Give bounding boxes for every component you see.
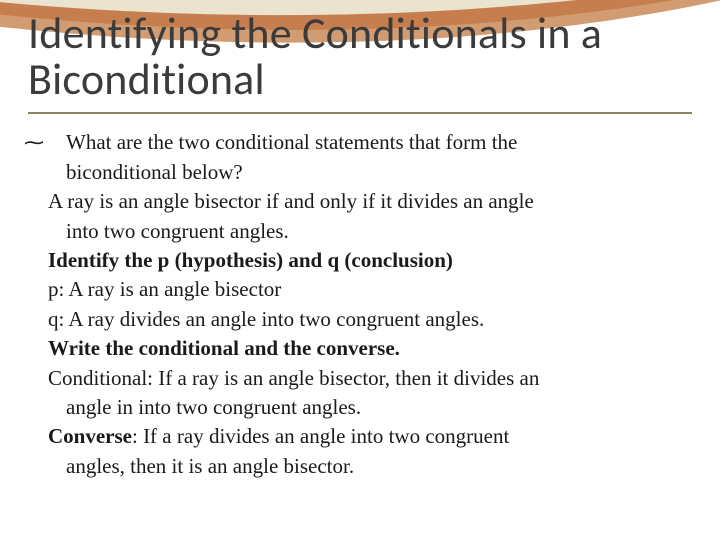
body-text: What are the two conditional statements …: [66, 130, 517, 154]
body-line: A ray is an angle bisector if and only i…: [48, 187, 692, 216]
body-line: ⁓What are the two conditional statements…: [48, 128, 692, 157]
body-text-bold: Converse: [48, 424, 132, 448]
body-text: : If a ray divides an angle into two con…: [132, 424, 509, 448]
indent-spacer: [48, 394, 66, 422]
body-line: biconditional below?: [48, 158, 692, 187]
body-line: Write the conditional and the converse.: [48, 334, 692, 363]
slide-title: Identifying the Conditionals in a Bicond…: [0, 0, 720, 108]
body-line: Converse: If a ray divides an angle into…: [48, 422, 692, 451]
body-line: Identify the p (hypothesis) and q (concl…: [48, 246, 692, 275]
body-text-bold: Identify the p (hypothesis) and q (concl…: [48, 248, 453, 272]
body-line: angle in into two congruent angles.: [48, 393, 692, 422]
body-line: q: A ray divides an angle into two congr…: [48, 305, 692, 334]
slide-body: ⁓What are the two conditional statements…: [0, 128, 720, 481]
body-line: p: A ray is an angle bisector: [48, 275, 692, 304]
body-text: angle in into two congruent angles.: [66, 395, 361, 419]
body-text: biconditional below?: [66, 160, 243, 184]
body-line: into two congruent angles.: [48, 217, 692, 246]
indent-spacer: [48, 453, 66, 481]
body-text: into two congruent angles.: [66, 219, 289, 243]
bullet-icon: ⁓: [48, 129, 66, 157]
body-text-bold: Write the conditional and the converse.: [48, 336, 400, 360]
indent-spacer: [48, 159, 66, 187]
body-line: angles, then it is an angle bisector.: [48, 452, 692, 481]
body-line: Conditional: If a ray is an angle bisect…: [48, 364, 692, 393]
indent-spacer: [48, 218, 66, 246]
title-underline: [28, 112, 692, 114]
body-text: angles, then it is an angle bisector.: [66, 454, 354, 478]
